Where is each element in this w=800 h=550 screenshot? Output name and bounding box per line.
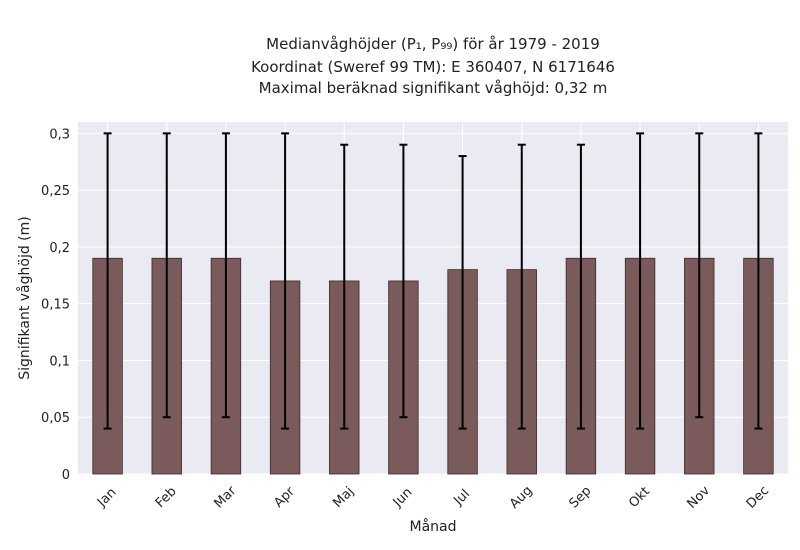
x-tick-label: Feb [153,484,180,511]
error-bars [103,132,763,430]
x-tick-label: Okt [626,484,653,511]
error-bar-jan [103,132,112,430]
error-bar-mar [221,132,230,419]
error-bar-dec [754,132,763,430]
y-tick-label: 0,25 [41,184,70,199]
error-bar-sep [576,143,585,430]
x-tick-label: Apr [271,484,298,511]
plot-area [78,122,788,474]
y-tick-label: 0,2 [49,241,70,256]
y-tick-label: 0,15 [41,298,70,313]
y-axis-label: Signifikant våghöjd (m) [16,216,33,379]
y-tick-labels: 0 0,05 0,1 0,15 0,2 0,25 0,3 [41,127,70,483]
x-tick-label: Dec [744,483,772,511]
chart-title-line-2: Koordinat (Sweref 99 TM): E 360407, N 61… [251,58,615,76]
error-bar-okt [636,132,645,430]
x-tick-label: Aug [507,483,536,512]
x-tick-labels: Jan Feb Mar Apr Maj Jun Jul Aug Sep Okt Nov Dec [94,483,772,512]
error-bar-feb [162,132,171,419]
y-tick-label: 0,05 [41,411,70,426]
error-bar-nov [695,132,704,419]
x-axis-label: Månad [410,518,457,535]
error-bar-maj [340,143,349,430]
x-tick-label: Jul [451,487,473,509]
error-bar-apr [281,132,290,430]
error-bar-aug [517,143,526,430]
chart-title-line-1: Medianvåghöjder (P₁, P₉₉) för år 1979 - … [266,35,600,53]
chart-title-line-3: Maximal beräknad signifikant våghöjd: 0,… [258,79,608,97]
x-tick-label: Sep [566,484,594,512]
x-tick-label: Mar [211,483,239,511]
y-tick-label: 0,3 [49,127,70,142]
error-bar-jun [399,143,408,419]
y-tick-label: 0 [62,468,70,483]
x-tick-label: Nov [685,483,714,512]
error-bar-jul [458,155,467,430]
y-tick-label: 0,1 [49,354,70,369]
x-tick-label: Maj [330,484,357,511]
x-tick-label: Jan [94,485,119,510]
x-tick-label: Jun [390,485,416,511]
